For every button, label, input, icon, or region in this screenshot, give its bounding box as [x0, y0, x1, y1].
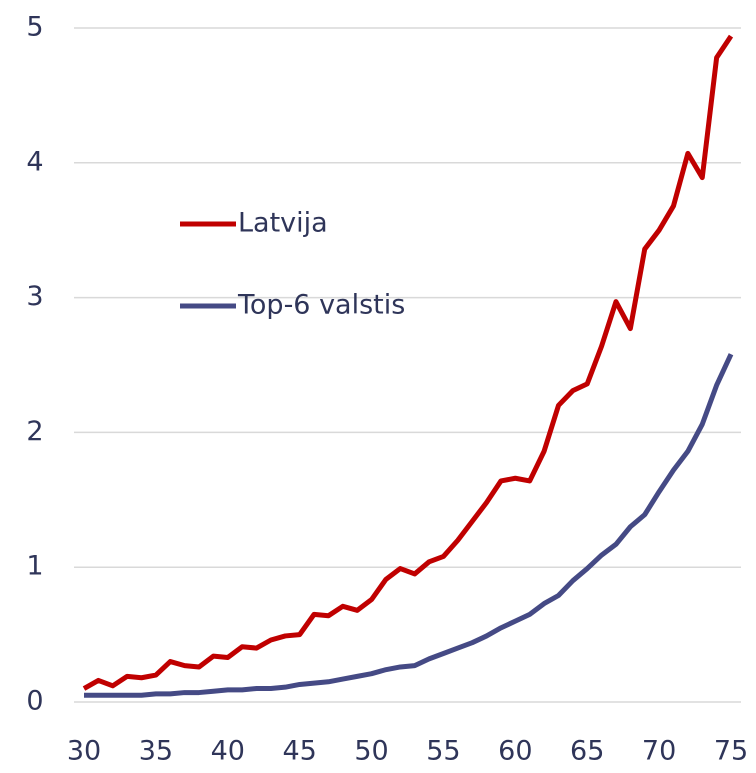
legend-label: Latvija [238, 208, 328, 239]
data-line [82, 34, 734, 691]
y-tick-label: 4 [26, 146, 43, 177]
legend-label: Top-6 valstis [237, 290, 405, 321]
y-tick-label: 2 [26, 416, 43, 447]
y-tick-label: 3 [26, 281, 43, 312]
x-tick-label: 70 [642, 736, 676, 767]
y-tick-label: 0 [26, 686, 43, 717]
x-tick-label: 30 [67, 736, 101, 767]
x-tick-label: 60 [498, 736, 532, 767]
x-tick-label: 45 [282, 736, 316, 767]
x-tick-label: 65 [570, 736, 604, 767]
y-tick-label: 5 [26, 12, 43, 43]
data-line [84, 353, 734, 698]
y-tick-label: 1 [26, 551, 43, 582]
x-tick-label: 50 [354, 736, 388, 767]
x-tick-label: 75 [714, 736, 748, 767]
x-tick-label: 55 [426, 736, 460, 767]
x-tick-label: 35 [139, 736, 173, 767]
x-tick-label: 40 [211, 736, 245, 767]
